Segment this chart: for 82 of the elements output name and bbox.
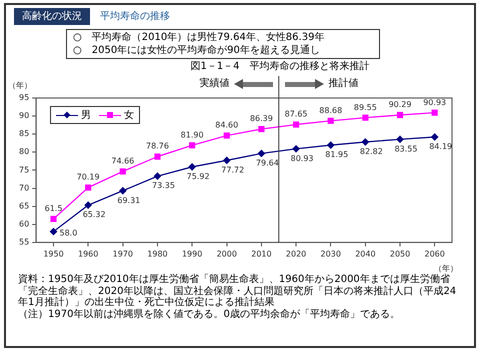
point [224, 132, 230, 139]
data-label: 58.0 [60, 228, 78, 238]
data-label: 86.39 [250, 114, 273, 124]
point [362, 114, 368, 121]
text: 推計値 [328, 78, 359, 90]
x-tick-label: 1990 [182, 249, 202, 258]
text: ○ 平均寿命（2010年）は男性79.64年、女性86.39年 [73, 31, 326, 44]
data-label: 81.95 [325, 150, 348, 160]
data-label: 69.31 [117, 196, 140, 205]
text: 高齢化の状況 [14, 8, 90, 25]
x-tick-label: 1970 [112, 249, 133, 258]
legend-label: 男 [81, 109, 92, 122]
x-tick-label: 2010 [251, 249, 272, 258]
y-axis-title: （年） [8, 81, 32, 90]
point [189, 142, 196, 148]
y-tick-label: 95 [18, 93, 30, 102]
x-tick-label: 2030 [320, 249, 341, 258]
point [327, 142, 334, 149]
x-tick-label: 1960 [78, 249, 98, 258]
point [84, 202, 92, 209]
point [431, 133, 438, 141]
x-tick-label: 2040 [355, 249, 376, 258]
x-tick-label: 2060 [424, 249, 445, 258]
data-label: 74.66 [111, 156, 134, 166]
data-label: 80.93 [290, 154, 314, 163]
point [396, 136, 404, 143]
x-tick-label: 1980 [147, 249, 168, 258]
data-label: 89.55 [354, 102, 377, 112]
text: 実績値 [200, 78, 230, 90]
point [396, 112, 404, 118]
data-label: 83.55 [394, 144, 418, 154]
data-label: 78.76 [146, 142, 169, 151]
text: ○ 2050年には女性の平均寿命が90年を超える見通し [73, 44, 321, 57]
text: 平均寿命の推移 [100, 10, 170, 23]
point [328, 118, 334, 124]
chart-title: 図1－1－4 平均寿命の推移と将来推計 [189, 61, 371, 73]
point [258, 126, 264, 132]
point [188, 163, 196, 170]
point [223, 156, 230, 164]
point [154, 154, 161, 160]
text: 資料：1950年及び2010年は厚生労働省「簡易生命表」、1960年から2000年までは厚生労働省「完全生命表」、2020年以降は、国立社会保障・人口問題研究所「日本の将来推計人口（平成24年1月推計）」の出生中位・死亡中位仮定による推計結果 [18, 274, 458, 308]
y-tick-label: 90 [18, 111, 30, 120]
y-tick-label: 70 [18, 183, 30, 192]
x-tick-label: 2000 [216, 249, 237, 258]
legend-label: 女 [124, 109, 134, 122]
x-tick-label: 1950 [43, 249, 64, 258]
data-label: 70.19 [76, 172, 100, 182]
x-tick-label: 2050 [390, 249, 410, 258]
data-label: 84.60 [215, 120, 238, 130]
data-label: 77.72 [221, 165, 244, 174]
data-label: 73.35 [152, 181, 175, 190]
point [292, 145, 300, 152]
point [432, 110, 438, 116]
data-label: 90.29 [388, 100, 412, 110]
y-tick-label: 80 [18, 147, 30, 156]
x-axis-title: （年） [434, 264, 458, 274]
point [154, 172, 162, 180]
y-tick-label: 55 [18, 237, 30, 246]
y-tick-label: 60 [18, 219, 30, 228]
data-label: 88.68 [319, 106, 342, 115]
data-label: 87.65 [284, 110, 308, 119]
y-tick-label: 85 [18, 129, 30, 138]
text: （注）1970年以前は沖縄県を除く値である。0歳の平均余命が「平均寿命」である。 [18, 308, 401, 320]
data-label: 75.92 [186, 172, 210, 181]
point [50, 228, 58, 236]
data-label: 90.93 [423, 98, 446, 107]
data-label: 79.64 [256, 158, 279, 168]
point [120, 168, 126, 175]
point [362, 138, 369, 146]
point [119, 187, 126, 194]
data-label: 65.32 [82, 210, 106, 220]
data-label: 82.82 [360, 147, 383, 156]
point [292, 121, 300, 128]
point [85, 184, 92, 191]
point [50, 216, 57, 222]
data-label: 84.19 [429, 142, 452, 152]
x-tick-label: 2020 [286, 249, 306, 258]
point [258, 150, 266, 158]
y-tick-label: 75 [18, 165, 30, 174]
y-tick-label: 65 [18, 201, 30, 210]
data-label: 81.90 [180, 130, 204, 140]
data-label: 61.5 [44, 204, 62, 214]
